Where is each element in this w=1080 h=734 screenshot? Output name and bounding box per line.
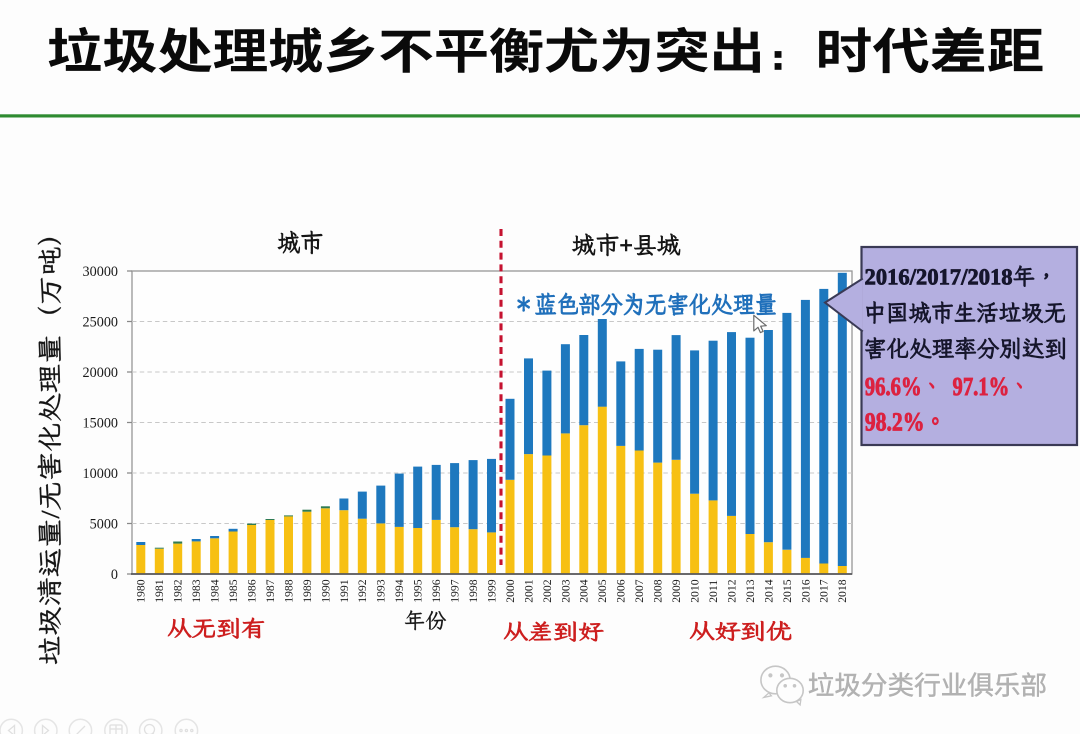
svg-text:2008: 2008 <box>652 579 665 603</box>
svg-text:1994: 1994 <box>393 579 406 603</box>
svg-text:2011: 2011 <box>707 580 720 603</box>
svg-text:15000: 15000 <box>83 415 118 431</box>
svg-text:2015: 2015 <box>781 579 794 603</box>
svg-text:1989: 1989 <box>301 579 314 603</box>
svg-text:25000: 25000 <box>83 314 118 330</box>
svg-text:1996: 1996 <box>430 579 443 603</box>
svg-text:1992: 1992 <box>356 579 369 603</box>
svg-text:1999: 1999 <box>485 579 498 603</box>
svg-text:1988: 1988 <box>282 579 295 603</box>
svg-text:1990: 1990 <box>319 579 332 603</box>
svg-text:2001: 2001 <box>522 579 535 603</box>
svg-text:1984: 1984 <box>209 579 222 603</box>
svg-text:1983: 1983 <box>190 579 203 603</box>
svg-text:1987: 1987 <box>264 579 277 603</box>
svg-text:2002: 2002 <box>541 579 554 603</box>
svg-text:0: 0 <box>111 567 118 583</box>
svg-text:1997: 1997 <box>449 579 462 603</box>
svg-text:1991: 1991 <box>338 579 351 603</box>
svg-text:1982: 1982 <box>172 579 185 603</box>
svg-text:2013: 2013 <box>744 579 757 603</box>
svg-text:2017: 2017 <box>818 579 831 603</box>
svg-text:2004: 2004 <box>578 579 591 603</box>
svg-text:2012: 2012 <box>725 579 738 603</box>
svg-text:2009: 2009 <box>670 579 683 603</box>
svg-text:1980: 1980 <box>135 579 148 603</box>
svg-text:1993: 1993 <box>375 579 388 603</box>
svg-text:2007: 2007 <box>633 579 646 603</box>
svg-text:10000: 10000 <box>83 466 118 482</box>
svg-text:2000: 2000 <box>504 579 517 603</box>
svg-text:2018: 2018 <box>836 579 849 603</box>
svg-text:2016: 2016 <box>799 579 812 603</box>
svg-text:1998: 1998 <box>467 579 480 603</box>
svg-text:2010: 2010 <box>689 579 702 603</box>
svg-text:1985: 1985 <box>227 579 240 603</box>
svg-text:30000: 30000 <box>83 264 118 280</box>
svg-text:2006: 2006 <box>615 579 628 603</box>
svg-text:2005: 2005 <box>596 579 609 603</box>
svg-text:2003: 2003 <box>559 579 572 603</box>
svg-text:20000: 20000 <box>83 365 118 381</box>
svg-text:1986: 1986 <box>246 579 259 603</box>
svg-text:5000: 5000 <box>90 516 118 532</box>
svg-text:1981: 1981 <box>153 579 166 603</box>
svg-text:1995: 1995 <box>412 579 425 603</box>
svg-text:2014: 2014 <box>762 579 775 603</box>
